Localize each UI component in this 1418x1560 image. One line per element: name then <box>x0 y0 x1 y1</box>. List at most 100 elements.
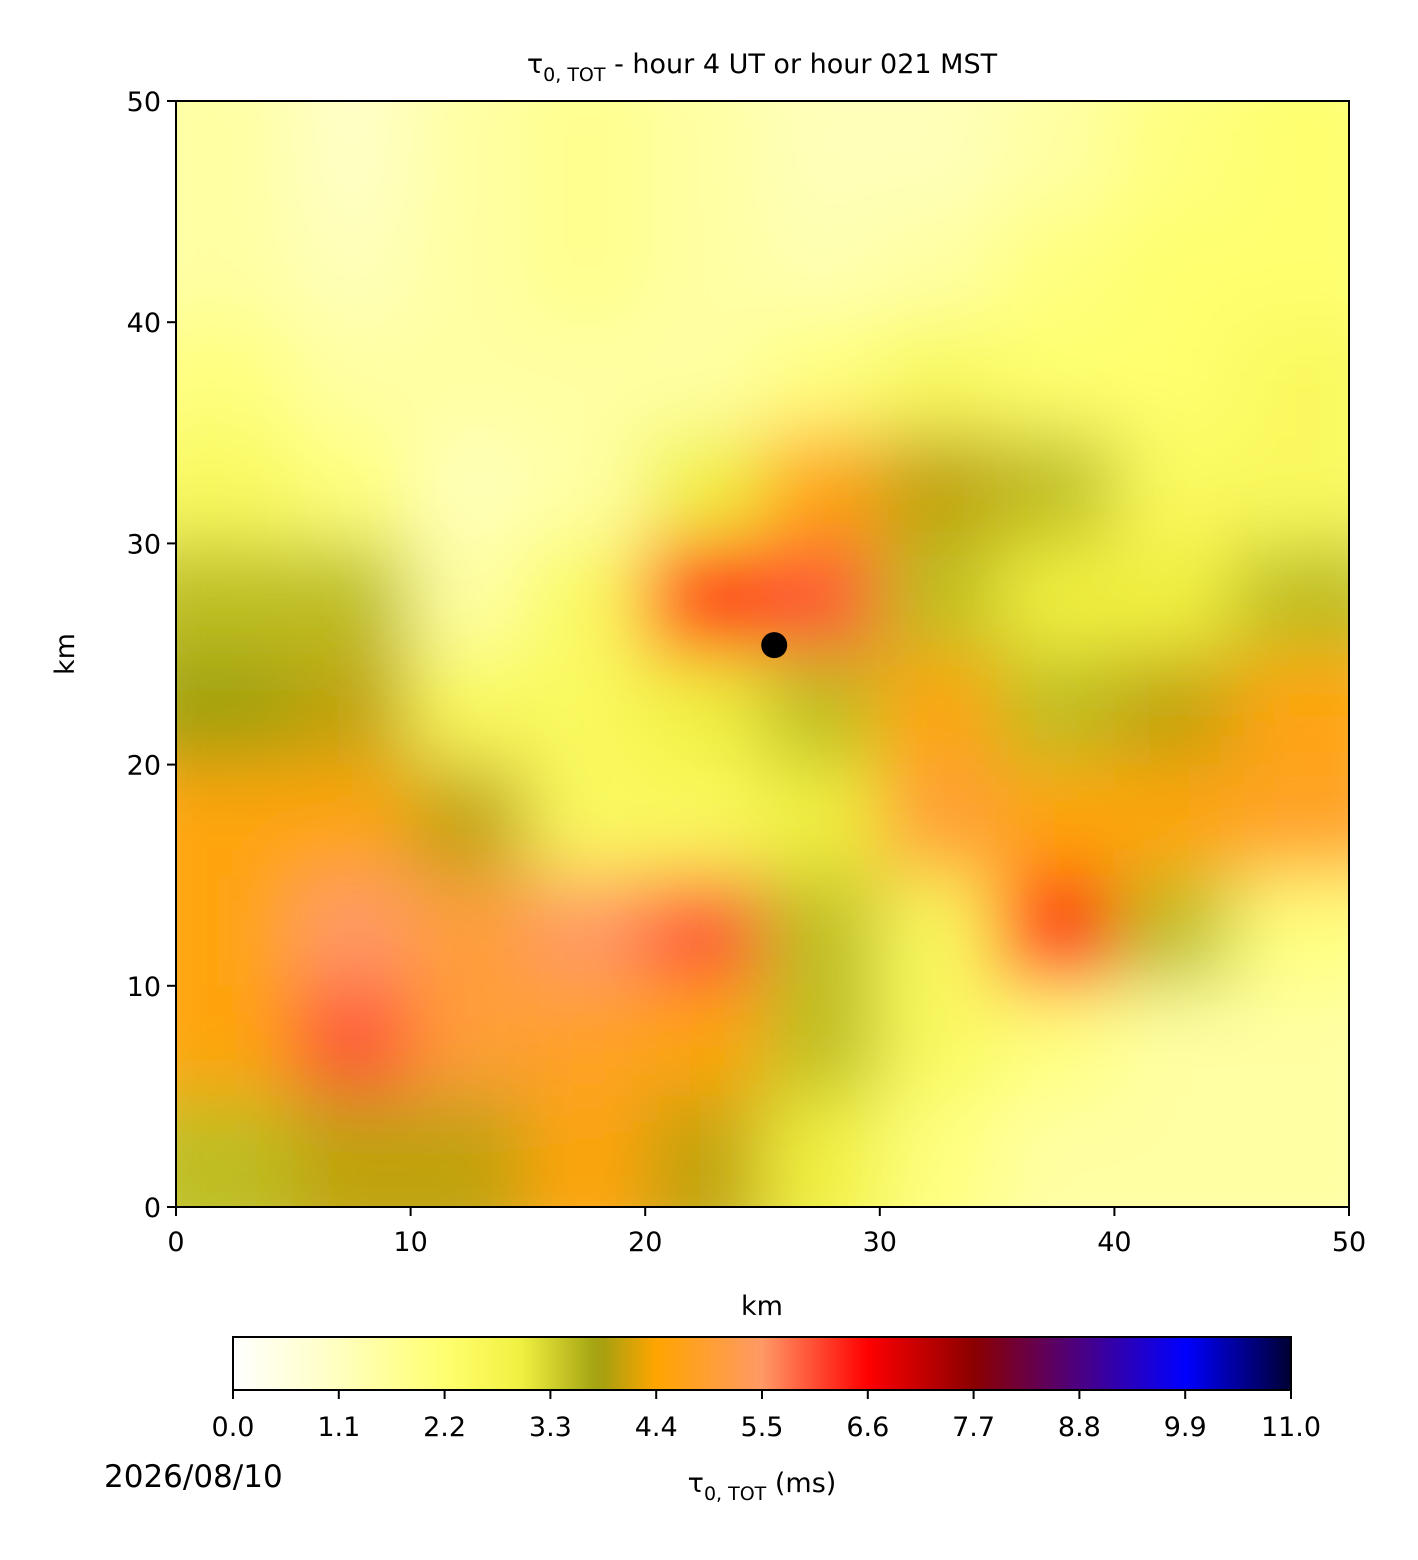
heat-cell <box>762 101 881 213</box>
heat-cell <box>762 211 881 323</box>
heat-cell <box>762 875 881 987</box>
heat-cell <box>410 211 529 323</box>
heat-cell <box>527 764 646 876</box>
y-tick-label: 50 <box>127 87 161 118</box>
heat-cell <box>410 543 529 655</box>
heat-cell <box>1231 985 1349 1097</box>
heat-cell <box>1231 875 1349 987</box>
heat-cell <box>762 432 881 544</box>
heat-cell <box>293 764 412 876</box>
heat-cell <box>176 875 294 987</box>
heat-cell <box>645 764 763 876</box>
heat-cell <box>879 875 998 987</box>
heat-cell <box>1231 654 1349 766</box>
heat-cell <box>762 1096 881 1207</box>
colorbar-tick-label: 1.1 <box>317 1412 360 1443</box>
heat-cell <box>997 543 1115 655</box>
colorbar-tick-label: 6.6 <box>846 1412 889 1443</box>
heat-cell <box>410 1096 529 1207</box>
heat-cell <box>176 211 294 323</box>
heat-cell <box>1114 875 1233 987</box>
heat-cell <box>645 322 763 434</box>
heat-cell <box>1114 432 1233 544</box>
colorbar-tick-label: 4.4 <box>635 1412 678 1443</box>
heat-cell <box>879 543 998 655</box>
heat-cell <box>645 543 763 655</box>
heat-cell <box>645 1096 763 1207</box>
y-tick-label: 10 <box>127 972 161 1003</box>
heat-cell <box>997 764 1115 876</box>
heat-cell <box>1114 764 1233 876</box>
colorbar-tick-label: 9.9 <box>1164 1412 1207 1443</box>
heat-cell <box>879 1096 998 1207</box>
heat-cell <box>997 985 1115 1097</box>
heat-cell <box>293 654 412 766</box>
heat-cell <box>1114 211 1233 323</box>
heat-cell <box>410 101 529 213</box>
location-marker <box>761 632 788 659</box>
heat-cell <box>1231 1096 1349 1207</box>
heat-cell <box>410 432 529 544</box>
heat-cell <box>410 985 529 1097</box>
heat-cell <box>527 211 646 323</box>
colorbar-tick-label: 0.0 <box>212 1412 255 1443</box>
y-tick-label: 40 <box>127 308 161 339</box>
heat-cell <box>527 875 646 987</box>
heat-cell <box>1231 322 1349 434</box>
heat-cell <box>293 211 412 323</box>
heat-cell <box>645 432 763 544</box>
heat-cell <box>879 764 998 876</box>
heat-cell <box>1231 101 1349 213</box>
heat-cell <box>410 764 529 876</box>
heat-cell <box>1231 432 1349 544</box>
heat-cell <box>997 211 1115 323</box>
colorbar <box>232 1336 1292 1391</box>
heat-cell <box>879 322 998 434</box>
heat-cell <box>176 101 294 213</box>
heat-cell <box>1231 764 1349 876</box>
heat-cell <box>879 654 998 766</box>
heat-cell <box>762 985 881 1097</box>
colorbar-tick-label: 8.8 <box>1058 1412 1101 1443</box>
heat-cell <box>293 101 412 213</box>
x-tick-label: 30 <box>863 1227 897 1258</box>
x-axis-label: km <box>741 1291 783 1322</box>
colorbar-tick-label: 5.5 <box>741 1412 784 1443</box>
heat-cell <box>997 654 1115 766</box>
heat-cell <box>1114 543 1233 655</box>
heat-cell <box>1114 1096 1233 1207</box>
heat-cell <box>293 1096 412 1207</box>
x-tick-label: 20 <box>628 1227 662 1258</box>
plot-frame <box>175 100 1350 1208</box>
heat-cell <box>645 875 763 987</box>
heat-cell <box>176 1096 294 1207</box>
colorbar-tick-label: 3.3 <box>529 1412 572 1443</box>
colorbar-tick-label: 7.7 <box>952 1412 995 1443</box>
heat-cell <box>879 101 998 213</box>
colorbar-tick-label: 2.2 <box>423 1412 466 1443</box>
heat-cell <box>645 101 763 213</box>
heat-cell <box>293 322 412 434</box>
heat-cell <box>293 543 412 655</box>
x-tick-label: 0 <box>167 1227 184 1258</box>
x-tick-label: 50 <box>1332 1227 1366 1258</box>
colorbar-tick-label: 11.0 <box>1261 1412 1321 1443</box>
heat-cell <box>176 322 294 434</box>
heat-cell <box>645 211 763 323</box>
heat-cell <box>176 985 294 1097</box>
heat-cell <box>997 432 1115 544</box>
heat-cell <box>997 322 1115 434</box>
y-tick-label: 20 <box>127 751 161 782</box>
heat-cell <box>879 432 998 544</box>
heat-cell <box>645 985 763 1097</box>
heat-cell <box>527 654 646 766</box>
heat-cell <box>527 1096 646 1207</box>
footer-date: 2026/08/10 <box>104 1459 283 1495</box>
colorbar-label: τ0, TOT (ms) <box>688 1468 837 1505</box>
heat-cell <box>176 432 294 544</box>
heat-cell <box>293 875 412 987</box>
heat-cell <box>527 543 646 655</box>
y-axis-label: km <box>50 633 81 675</box>
heat-cell <box>762 654 881 766</box>
